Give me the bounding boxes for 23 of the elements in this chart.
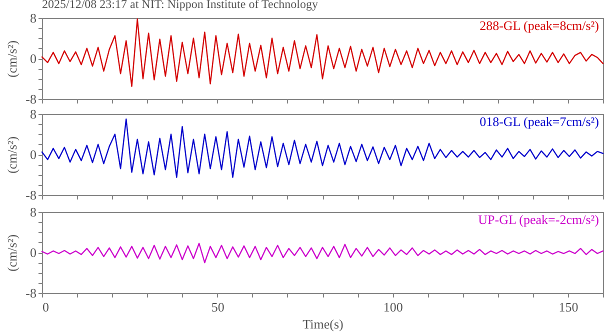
- y-tick-label: -8: [26, 92, 36, 106]
- y-tick-label: -8: [26, 286, 36, 300]
- line-series: [41, 18, 604, 87]
- x-tick-label: 150: [558, 300, 578, 314]
- y-tick-label: 8: [30, 204, 36, 220]
- y-tick-label: 8: [30, 10, 36, 26]
- x-tick-label: 50: [211, 300, 224, 314]
- x-tick-label: 100: [383, 300, 403, 314]
- y-tick-label: 8: [30, 106, 36, 122]
- line-series: [41, 242, 604, 264]
- y-tick-label: 0: [30, 245, 36, 260]
- y-tick-label: 0: [30, 51, 36, 66]
- line-series: [41, 118, 604, 178]
- y-axis-title: (cm/s²): [4, 234, 20, 272]
- y-tick-label: -8: [26, 188, 36, 202]
- x-axis-title: Time(s): [302, 316, 344, 332]
- y-axis-title: (cm/s²): [4, 136, 20, 174]
- x-tick-label: 0: [42, 300, 49, 314]
- series-label: UP-GL (peak=-2cm/s²): [478, 212, 599, 227]
- y-tick-label: 0: [30, 147, 36, 162]
- y-axis-title: (cm/s²): [4, 40, 20, 78]
- series-label: 288-GL (peak=8cm/s²): [480, 18, 599, 33]
- series-label: 018-GL (peak=7cm/s²): [480, 114, 599, 129]
